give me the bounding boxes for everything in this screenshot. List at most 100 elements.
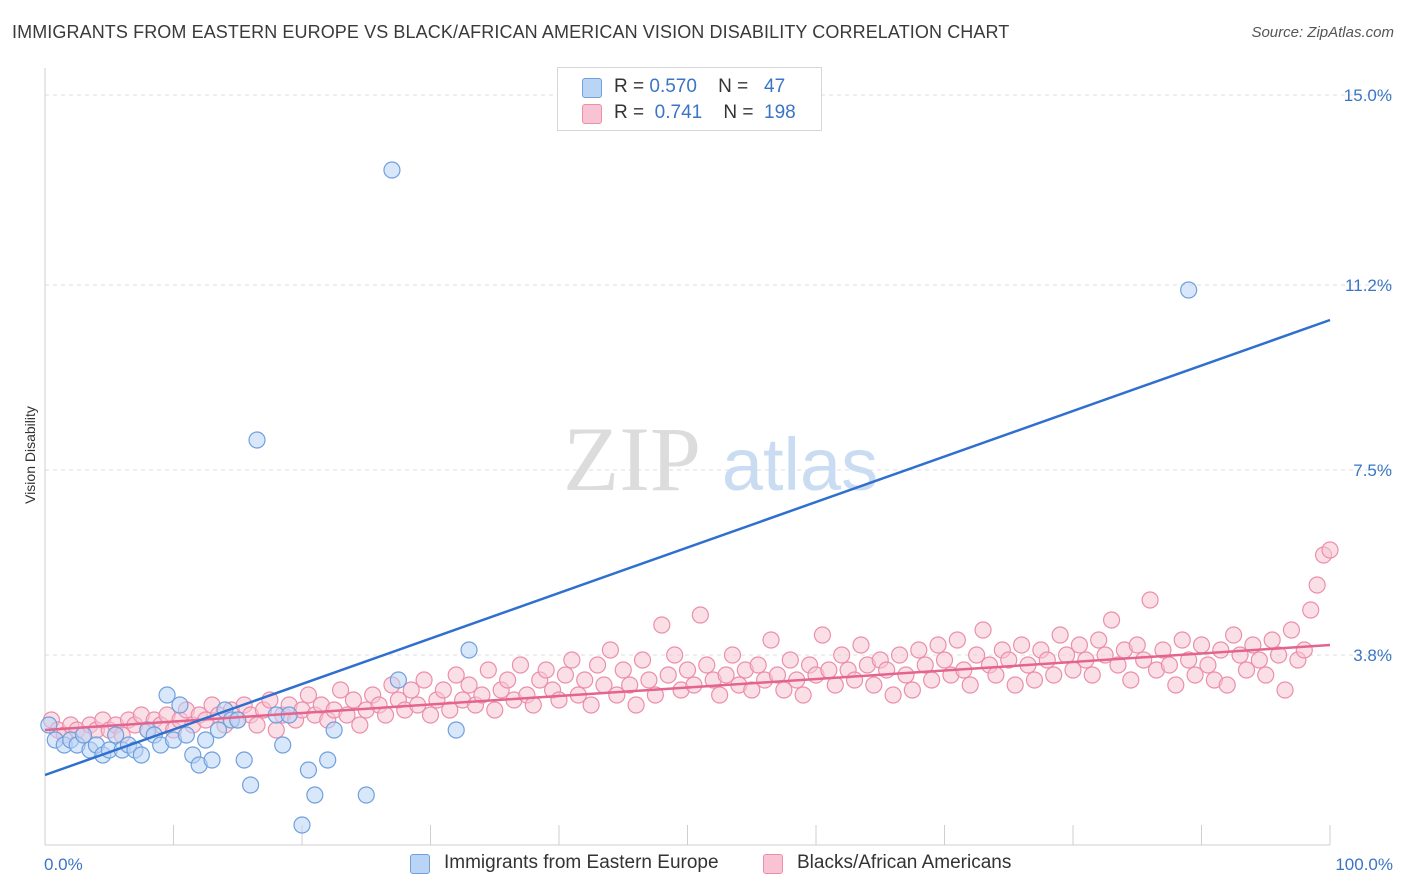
data-point xyxy=(434,681,452,699)
data-point xyxy=(968,646,986,664)
data-point xyxy=(640,671,658,689)
data-point xyxy=(293,816,311,834)
legend-swatch-pink xyxy=(763,854,783,874)
data-point xyxy=(865,676,883,694)
data-point xyxy=(486,701,504,719)
data-point xyxy=(1038,651,1056,669)
data-point xyxy=(717,666,735,684)
legend-r-label: R = xyxy=(614,76,645,97)
legend-n-value: 47 xyxy=(764,76,786,97)
data-point xyxy=(1282,621,1301,639)
data-point xyxy=(935,651,954,669)
data-point xyxy=(1302,601,1320,619)
data-point xyxy=(1154,641,1172,659)
data-point xyxy=(1237,661,1256,679)
legend-n-value: 198 xyxy=(764,102,796,123)
legend-swatch-blue xyxy=(410,854,430,874)
data-point xyxy=(1276,681,1294,699)
data-point xyxy=(1321,541,1339,559)
data-point xyxy=(948,631,966,649)
legend-n-label: N = xyxy=(718,76,749,97)
data-point xyxy=(1199,656,1217,674)
data-point xyxy=(177,726,195,744)
data-point xyxy=(1250,651,1268,669)
data-point xyxy=(197,731,215,749)
trend-lines xyxy=(44,318,1331,777)
data-point xyxy=(1173,631,1191,649)
data-point xyxy=(833,646,851,664)
series-eastern-europe-points xyxy=(40,161,1198,834)
data-point xyxy=(987,666,1005,684)
data-point xyxy=(614,661,632,679)
data-point xyxy=(576,671,594,689)
data-point xyxy=(910,641,928,659)
data-point xyxy=(1090,631,1108,649)
data-point xyxy=(248,716,266,734)
data-point xyxy=(633,651,652,669)
data-point xyxy=(653,616,671,634)
trend-line-blacks xyxy=(44,643,1331,732)
data-point xyxy=(331,681,350,699)
data-point xyxy=(974,621,992,639)
data-point xyxy=(473,686,491,704)
data-point xyxy=(563,651,581,669)
data-point xyxy=(1167,676,1185,694)
data-point xyxy=(852,636,870,654)
data-point xyxy=(582,696,600,714)
y-tick-labels: 3.8% 7.5% 11.2% 15.0% xyxy=(1344,86,1392,665)
y-axis-label: Vision Disability xyxy=(22,406,38,504)
data-point xyxy=(447,666,465,684)
data-point xyxy=(666,646,684,664)
data-point xyxy=(627,696,645,714)
data-point xyxy=(235,751,253,769)
data-point xyxy=(1045,666,1063,684)
data-point xyxy=(1160,656,1178,674)
data-point xyxy=(1128,636,1146,654)
data-point xyxy=(897,666,915,684)
data-point xyxy=(1180,651,1198,669)
watermark-atlas: atlas xyxy=(722,423,878,506)
data-point xyxy=(845,671,864,689)
x-tick-labels: 0.0% 100.0% xyxy=(44,855,1393,874)
data-point xyxy=(1269,646,1288,664)
data-point xyxy=(1070,636,1089,654)
data-point xyxy=(415,671,433,689)
legend-label-eastern-europe: Immigrants from Eastern Europe xyxy=(444,852,719,873)
data-point xyxy=(762,631,780,649)
legend-n-label: N = xyxy=(723,102,754,123)
data-point xyxy=(1192,636,1211,654)
data-point xyxy=(794,686,812,704)
data-point xyxy=(306,786,324,804)
data-point xyxy=(107,726,125,744)
data-point xyxy=(229,711,247,729)
data-point xyxy=(1308,576,1326,594)
y-tick-label: 15.0% xyxy=(1344,86,1392,105)
data-point xyxy=(556,666,575,684)
data-point xyxy=(961,676,979,694)
data-point xyxy=(1025,671,1044,689)
data-point xyxy=(248,431,266,449)
data-point xyxy=(1225,626,1243,644)
data-point xyxy=(820,661,838,679)
data-point xyxy=(479,661,497,679)
data-point xyxy=(402,681,420,699)
data-point xyxy=(711,686,729,704)
data-point xyxy=(499,671,517,689)
data-point xyxy=(267,721,285,739)
data-point xyxy=(1000,651,1018,669)
legend-r-value: 0.741 xyxy=(654,102,703,123)
data-point xyxy=(621,676,639,694)
data-point xyxy=(923,671,941,689)
data-point xyxy=(537,661,555,679)
data-point xyxy=(319,751,337,769)
data-point xyxy=(1295,641,1313,659)
data-point xyxy=(903,681,921,699)
chart-title: IMMIGRANTS FROM EASTERN EUROPE VS BLACK/… xyxy=(12,22,1010,42)
data-point xyxy=(1141,591,1159,609)
data-point xyxy=(1218,676,1236,694)
data-point xyxy=(421,706,440,724)
data-point xyxy=(1102,611,1121,629)
data-point xyxy=(242,776,260,794)
data-point xyxy=(325,721,343,739)
